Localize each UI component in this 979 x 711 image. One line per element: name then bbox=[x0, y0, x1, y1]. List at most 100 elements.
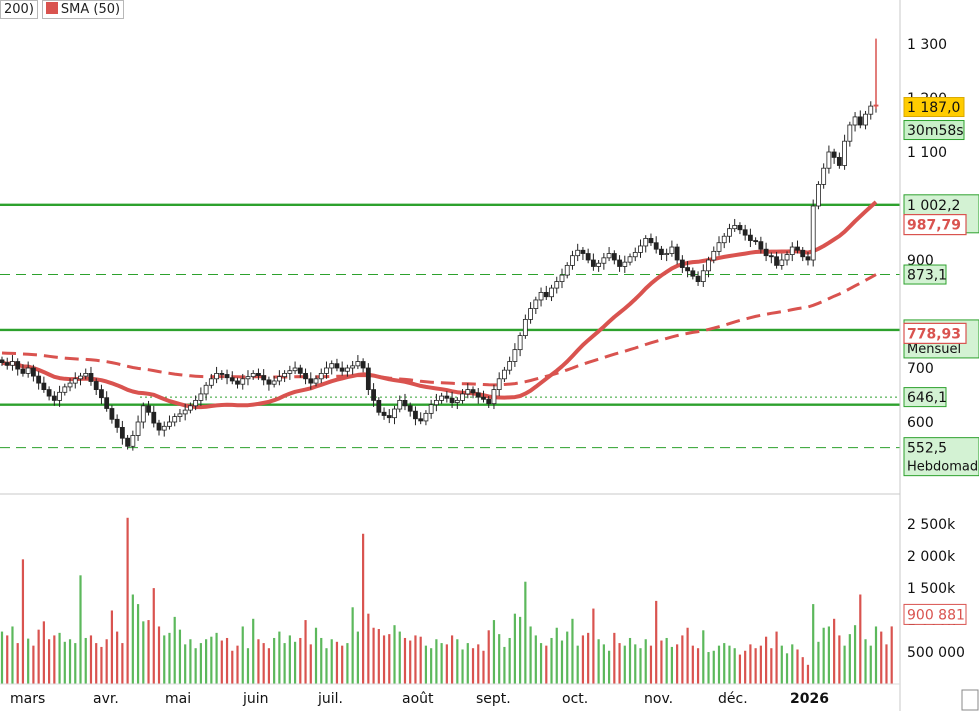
candle-body bbox=[156, 422, 162, 431]
volume-bar bbox=[560, 640, 564, 684]
candle-body bbox=[632, 252, 638, 258]
volume-bar bbox=[796, 649, 799, 684]
level-1002-tag-text: 1 002,2 bbox=[907, 198, 960, 214]
volume-bar bbox=[142, 621, 145, 684]
candle-body bbox=[800, 249, 806, 258]
volume-bar bbox=[655, 600, 658, 684]
candle-body bbox=[721, 235, 727, 244]
volume-bar bbox=[817, 641, 820, 684]
volume-bar bbox=[84, 637, 87, 684]
candle-body bbox=[768, 255, 774, 258]
sma-tag-box bbox=[903, 322, 967, 344]
volume-bar bbox=[79, 575, 82, 684]
candle-body bbox=[711, 250, 717, 261]
volume-bar bbox=[74, 643, 77, 684]
level-552-tag-box bbox=[903, 437, 979, 477]
candle-body bbox=[580, 249, 586, 254]
volume-bar bbox=[628, 637, 632, 684]
volume-bar bbox=[880, 631, 883, 684]
candle-body bbox=[847, 124, 853, 142]
volume-bar bbox=[299, 637, 302, 684]
candle-body bbox=[208, 378, 214, 386]
volume-bar bbox=[273, 637, 276, 684]
volume-bar bbox=[89, 635, 93, 684]
volume-bar bbox=[482, 650, 485, 684]
volume-bar bbox=[440, 643, 443, 684]
candle-body bbox=[590, 259, 596, 267]
volume-bar bbox=[16, 643, 19, 684]
volume-bar bbox=[874, 626, 878, 684]
candle-body bbox=[167, 421, 172, 427]
volume-bar bbox=[691, 645, 694, 684]
candle-body bbox=[716, 242, 722, 252]
volume-bar bbox=[330, 639, 333, 684]
volume-bar bbox=[48, 639, 51, 684]
candle-body bbox=[57, 391, 62, 401]
candle-body bbox=[93, 381, 99, 391]
volume-bar bbox=[838, 635, 841, 684]
volume-bar bbox=[759, 645, 762, 684]
volume-bar bbox=[791, 644, 794, 684]
candle-body bbox=[62, 386, 68, 393]
volume-bar bbox=[42, 621, 45, 684]
candle-body bbox=[810, 205, 816, 261]
candle-body bbox=[821, 167, 827, 185]
volume-bar bbox=[487, 630, 490, 684]
candle-body bbox=[10, 361, 15, 366]
candle-body bbox=[585, 253, 591, 261]
volume-bar bbox=[456, 639, 459, 684]
candle-body bbox=[522, 318, 528, 336]
candle-body bbox=[276, 376, 282, 382]
volume-bar bbox=[744, 650, 747, 684]
volume-bar bbox=[178, 629, 182, 684]
volume-bar bbox=[513, 613, 516, 684]
volume-bar bbox=[110, 610, 114, 684]
candle-body bbox=[575, 249, 581, 257]
candle-body bbox=[188, 405, 193, 411]
volume-bar bbox=[37, 629, 40, 684]
volume-bar bbox=[320, 637, 323, 684]
candle-body bbox=[99, 389, 104, 399]
timer-tag-text: 30m58s bbox=[907, 123, 964, 139]
volume-bar bbox=[210, 636, 213, 684]
candle-body bbox=[638, 245, 643, 253]
candle-body bbox=[517, 335, 523, 351]
legend-item-sma50[interactable]: SMA (50) bbox=[41, 0, 125, 19]
candle-body bbox=[271, 380, 277, 385]
candle-body bbox=[863, 113, 868, 126]
candle-body bbox=[193, 399, 199, 407]
candle-body bbox=[397, 399, 403, 410]
time-axis-label: sept. bbox=[476, 691, 511, 707]
volume-bar bbox=[670, 646, 673, 684]
candle-body bbox=[334, 363, 340, 369]
volume-bar bbox=[785, 653, 789, 684]
candle-body bbox=[449, 397, 455, 403]
volume-bar bbox=[309, 644, 312, 684]
candle-body bbox=[151, 411, 157, 424]
volume-bar bbox=[283, 643, 286, 684]
volume-bar bbox=[32, 645, 35, 684]
volume-bar bbox=[602, 644, 605, 684]
candle-body bbox=[172, 416, 178, 423]
candle-body bbox=[287, 370, 293, 374]
volume-bars bbox=[0, 517, 893, 684]
candle-body bbox=[350, 365, 356, 369]
candles bbox=[0, 38, 879, 451]
volume-bar bbox=[529, 626, 532, 684]
legend-item-sma200[interactable]: 200) bbox=[0, 0, 38, 19]
candle-body bbox=[308, 378, 314, 384]
volume-bar bbox=[723, 643, 726, 684]
volume-bar bbox=[157, 626, 161, 684]
candle-body bbox=[407, 405, 413, 412]
candle-body bbox=[763, 248, 769, 257]
volume-bar bbox=[220, 640, 223, 684]
candle-body bbox=[606, 253, 612, 259]
candle-body bbox=[596, 262, 602, 267]
price-tick-label: 1 100 bbox=[907, 145, 947, 161]
candle-body bbox=[475, 392, 481, 398]
volume-bar bbox=[890, 626, 893, 684]
volume-bar bbox=[859, 594, 862, 684]
time-axis-label: mars bbox=[10, 691, 45, 707]
candle-body bbox=[177, 413, 183, 417]
volume-bar bbox=[534, 635, 537, 684]
